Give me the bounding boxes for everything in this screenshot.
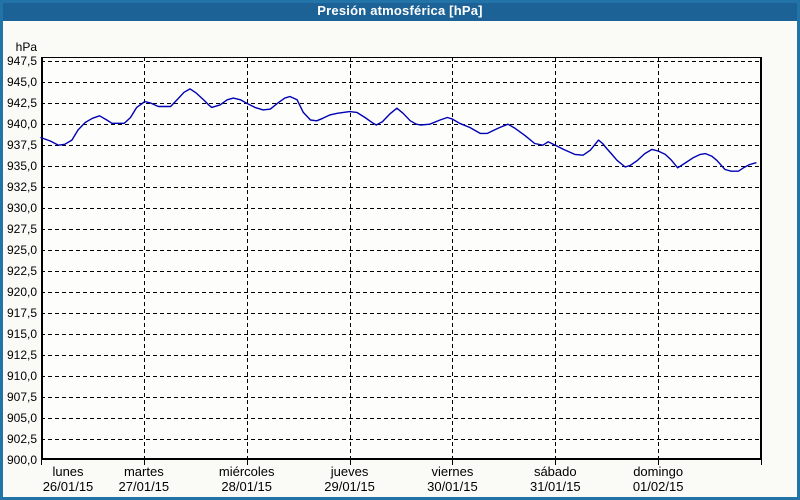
y-tick-label: 945,0 [6,75,37,90]
y-tick-label: 942,5 [6,96,37,111]
y-tick-label: 902,5 [6,432,37,446]
y-tick-label: 947,5 [6,54,37,69]
x-tick-date-label: 31/01/15 [529,479,581,494]
y-tick-label: 917,5 [6,306,37,321]
y-tick-label: 937,5 [6,138,37,153]
x-tick-date-label: 27/01/15 [118,479,170,494]
title-bar: Presión atmosférica [hPa] [0,0,800,21]
x-tick-day-label: domingo [633,464,684,479]
y-tick-label: 915,0 [6,327,37,342]
pressure-line [40,88,757,172]
y-tick-label: 900,0 [6,453,37,467]
y-tick-label: 932,5 [6,180,37,195]
y-axis-unit-label: hPa [15,40,37,54]
y-tick-label: 922,5 [6,264,37,279]
x-tick-day-label: viernes [431,464,474,479]
x-tick-day-label: sábado [533,464,577,479]
x-tick-date-label: 26/01/15 [42,479,94,494]
x-tick-day-label: jueves [330,464,369,479]
y-tick-label: 907,5 [6,390,37,405]
x-tick-day-label: martes [123,464,164,479]
y-tick-label: 910,0 [6,369,37,384]
y-tick-label: 930,0 [6,201,37,216]
y-tick-label: 920,0 [6,285,37,300]
x-tick-date-label: 01/02/15 [632,479,684,494]
y-tick-label: 905,0 [6,411,37,426]
y-tick-label: 935,0 [6,159,37,174]
x-tick-day-label: miércoles [218,464,275,479]
x-tick-date-label: 29/01/15 [324,479,375,494]
y-tick-label: 925,0 [6,243,37,258]
y-tick-label: 940,0 [6,117,37,132]
x-tick-date-label: 28/01/15 [221,479,272,494]
x-tick-date-label: 30/01/15 [427,479,478,494]
y-tick-label: 912,5 [6,348,37,363]
x-tick-day-label: lunes [52,464,84,479]
y-tick-label: 927,5 [6,222,37,237]
plot-background [41,57,761,460]
chart-title: Presión atmosférica [hPa] [317,3,483,18]
